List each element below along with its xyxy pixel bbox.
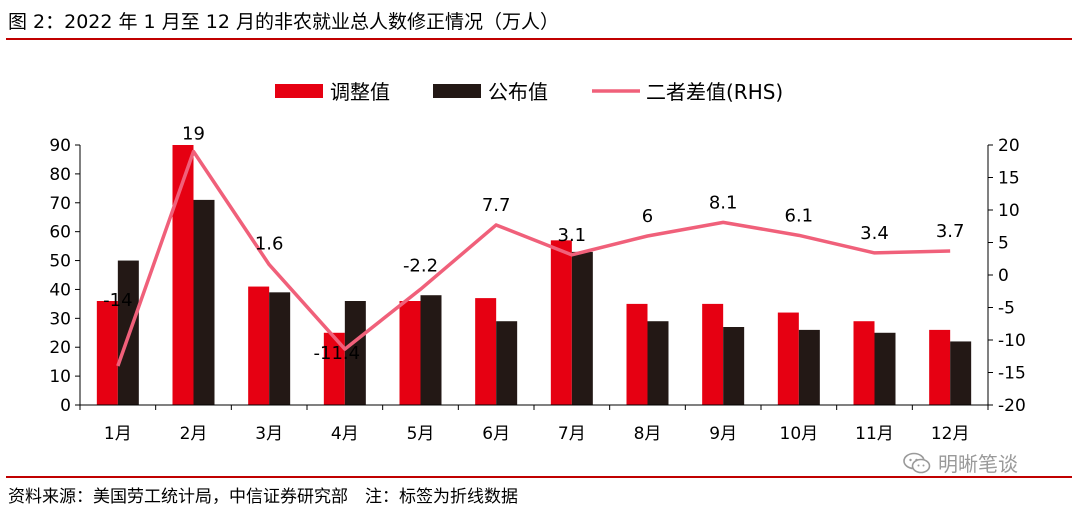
x-tick-label: 8月 <box>634 424 662 444</box>
bar-adjusted <box>475 298 497 405</box>
x-tick-label: 1月 <box>104 424 132 444</box>
x-tick-label: 10月 <box>780 424 819 444</box>
line-diff <box>116 149 951 367</box>
data-label: -14 <box>103 290 132 311</box>
bar-adjusted <box>399 301 421 405</box>
left-tick-label: 80 <box>49 165 71 185</box>
source-note: 资料来源：美国劳工统计局，中信证券研究部 注：标签为折线数据 <box>8 487 518 507</box>
left-tick-label: 0 <box>60 396 71 416</box>
data-label: 1.6 <box>255 234 284 255</box>
data-label: 8.1 <box>709 192 738 213</box>
bar-adjusted <box>172 145 194 405</box>
watermark: 明晰笔谈 <box>902 448 1018 477</box>
bar-adjusted <box>702 303 724 405</box>
bar-published <box>269 292 291 405</box>
legend-label-published: 公布值 <box>488 80 548 104</box>
left-tick-label: 50 <box>49 252 71 272</box>
data-label: -11.4 <box>314 343 361 364</box>
bar-adjusted <box>777 312 799 405</box>
bar-adjusted <box>323 332 345 405</box>
watermark-text: 明晰笔谈 <box>938 452 1018 476</box>
left-tick-label: 10 <box>49 367 71 387</box>
bar-published <box>874 332 896 405</box>
right-tick-label: 20 <box>998 136 1020 156</box>
bar-adjusted <box>550 240 572 405</box>
data-label: -2.2 <box>403 255 438 276</box>
wechat-icon <box>903 452 931 473</box>
legend-label-adjusted: 调整值 <box>330 80 390 104</box>
right-tick-label: 0 <box>998 266 1009 286</box>
left-tick-label: 20 <box>49 338 71 358</box>
bar-published <box>420 295 442 405</box>
data-label: 3.7 <box>936 221 965 242</box>
top-rule <box>6 38 1072 40</box>
bar-adjusted <box>626 303 648 405</box>
bar-published <box>344 301 366 405</box>
bar-published <box>193 199 215 405</box>
bar-adjusted <box>929 329 951 405</box>
bar-published <box>647 321 669 405</box>
bar-adjusted <box>853 321 875 405</box>
right-tick-label: -20 <box>998 396 1026 416</box>
data-label: 6 <box>642 206 653 227</box>
bar-published <box>496 321 518 405</box>
right-tick-label: 10 <box>998 201 1020 221</box>
x-tick-label: 9月 <box>709 424 737 444</box>
x-tick-label: 3月 <box>255 424 283 444</box>
left-tick-label: 30 <box>49 309 71 329</box>
left-tick-label: 40 <box>49 280 71 300</box>
x-tick-label: 6月 <box>482 424 510 444</box>
x-tick-label: 11月 <box>855 424 894 444</box>
chart: 0 10 20 30 40 50 60 70 80 90 -20 -15 -10 -5 0 5 10 15 20 1月… <box>49 80 1026 444</box>
bar-adjusted <box>248 286 270 405</box>
left-tick-label: 60 <box>49 223 71 243</box>
left-tick-label: 70 <box>49 194 71 214</box>
data-label: 3.1 <box>558 225 587 246</box>
data-label: 19 <box>182 124 205 145</box>
bar-published <box>723 327 745 405</box>
x-tick-label: 12月 <box>931 424 970 444</box>
bar-published <box>950 341 972 405</box>
bar-published <box>571 251 593 405</box>
right-tick-label: -15 <box>998 364 1026 384</box>
bar-adjusted <box>96 301 118 405</box>
x-tick-label: 7月 <box>558 424 586 444</box>
x-tick-label: 4月 <box>331 424 359 444</box>
right-tick-label: -5 <box>998 299 1015 319</box>
data-label: 6.1 <box>785 205 814 226</box>
left-tick-label: 90 <box>49 136 71 156</box>
legend-swatch-published <box>433 84 481 98</box>
legend-label-diff: 二者差值(RHS) <box>646 80 783 104</box>
right-tick-label: 5 <box>998 234 1009 254</box>
figure-title: 图 2：2022 年 1 月至 12 月的非农就业总人数修正情况（万人） <box>8 11 559 33</box>
right-tick-label: 15 <box>998 169 1020 189</box>
bar-published <box>798 329 820 405</box>
data-label: 3.4 <box>860 223 889 244</box>
legend-swatch-adjusted <box>275 84 323 98</box>
right-tick-label: -10 <box>998 331 1026 351</box>
x-tick-label: 2月 <box>180 424 208 444</box>
x-tick-label: 5月 <box>407 424 435 444</box>
bottom-rule <box>6 476 1072 478</box>
data-label: 7.7 <box>482 195 511 216</box>
